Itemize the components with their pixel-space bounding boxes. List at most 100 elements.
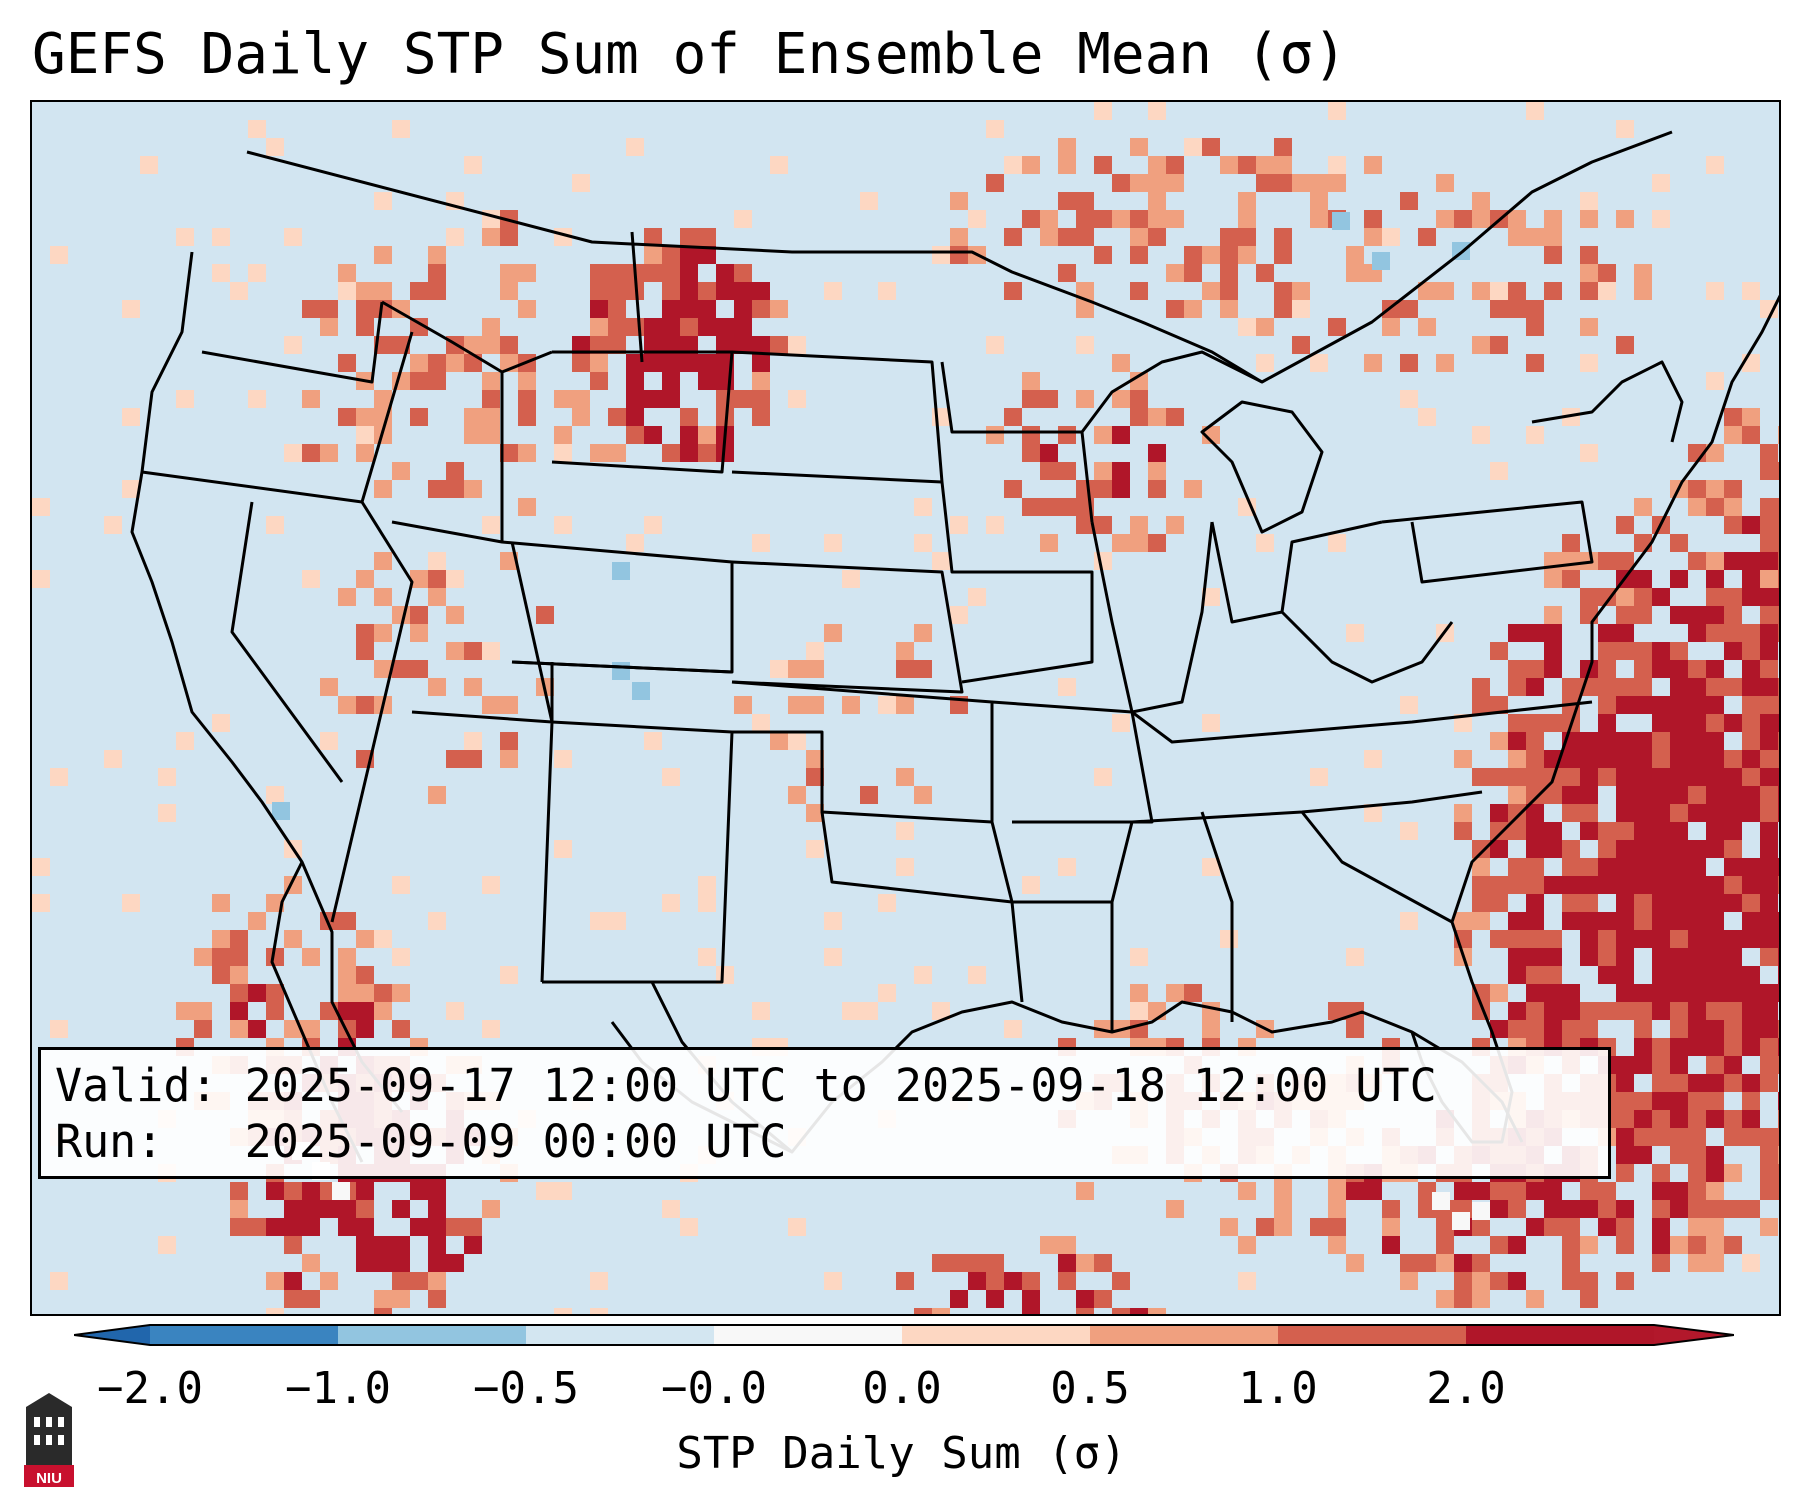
stp-cell xyxy=(176,732,194,750)
stp-cell xyxy=(1742,1128,1760,1146)
ny-ne xyxy=(1531,360,1684,443)
stp-cell xyxy=(1706,732,1724,750)
stp-cell xyxy=(1760,1218,1778,1236)
stp-cell xyxy=(1562,858,1580,876)
stp-cell xyxy=(914,786,932,804)
stp-cell xyxy=(1490,822,1508,840)
stp-cell xyxy=(1220,1218,1238,1236)
stp-cell xyxy=(1760,660,1778,678)
stp-cell xyxy=(122,300,140,318)
stp-cell xyxy=(482,336,500,354)
stp-cell xyxy=(1724,984,1742,1002)
stp-cell xyxy=(1760,1182,1778,1200)
stp-cell xyxy=(1670,1182,1688,1200)
stp-cell xyxy=(1202,858,1220,876)
stp-cell xyxy=(1382,228,1400,246)
stp-cell xyxy=(500,552,518,570)
stp-cell xyxy=(1616,1200,1634,1218)
stp-cell xyxy=(356,300,374,318)
stp-cell xyxy=(212,894,230,912)
stp-cell xyxy=(1562,804,1580,822)
stp-cell xyxy=(464,750,482,768)
stp-cell xyxy=(1544,624,1562,642)
stp-cell xyxy=(1652,948,1670,966)
stp-cell xyxy=(1076,336,1094,354)
stp-cell xyxy=(1598,858,1616,876)
stp-cell xyxy=(590,318,608,336)
stp-cell xyxy=(788,336,806,354)
stp-cell xyxy=(1580,930,1598,948)
stp-cell xyxy=(1472,858,1490,876)
stp-cell xyxy=(1328,318,1346,336)
stp-cell xyxy=(590,372,608,390)
stp-cell xyxy=(1778,570,1779,588)
stp-cell xyxy=(1598,552,1616,570)
stp-cell xyxy=(1544,984,1562,1002)
stp-cell xyxy=(1220,264,1238,282)
stp-cell xyxy=(1616,768,1634,786)
stp-cell xyxy=(1652,768,1670,786)
stp-cell xyxy=(1688,1002,1706,1020)
stp-cell xyxy=(1004,228,1022,246)
stp-cell xyxy=(1742,930,1760,948)
stp-cell xyxy=(1112,1308,1130,1314)
stp-cell xyxy=(662,894,680,912)
stp-cell xyxy=(1148,534,1166,552)
stp-cell xyxy=(1148,228,1166,246)
stp-cell xyxy=(1562,570,1580,588)
stp-cell xyxy=(1760,1128,1778,1146)
al-ga xyxy=(1200,811,1234,1022)
stp-cell xyxy=(1274,282,1292,300)
stp-cell xyxy=(1688,894,1706,912)
valid-info-box: Valid: 2025-09-17 12:00 UTC to 2025-09-1… xyxy=(38,1047,1611,1179)
stp-cell xyxy=(1670,1056,1688,1074)
stp-cell xyxy=(266,1308,284,1314)
stp-cell xyxy=(1580,750,1598,768)
stp-cell xyxy=(1724,876,1742,894)
stp-cell xyxy=(284,930,302,948)
stp-cell xyxy=(1526,894,1544,912)
stp-cell xyxy=(932,552,950,570)
stp-cell xyxy=(1652,1254,1670,1272)
stp-cell xyxy=(284,228,302,246)
stp-cell xyxy=(1076,192,1094,210)
stp-cell xyxy=(1652,1218,1670,1236)
stp-cell xyxy=(842,1002,860,1020)
stp-cell xyxy=(1508,678,1526,696)
stp-cell xyxy=(1058,678,1076,696)
stp-cell xyxy=(1544,660,1562,678)
stp-cell xyxy=(1652,894,1670,912)
stp-cell xyxy=(1742,858,1760,876)
stp-cell xyxy=(1094,768,1112,786)
stp-cell xyxy=(986,426,1004,444)
mi xyxy=(1200,400,1324,534)
stp-cell xyxy=(1688,1020,1706,1038)
stp-cell xyxy=(1562,840,1580,858)
tn-south xyxy=(1131,790,1483,824)
stp-cell xyxy=(1058,1272,1076,1290)
stp-cell xyxy=(410,624,428,642)
stp-cell xyxy=(860,192,878,210)
stp-cell xyxy=(1526,768,1544,786)
stp-cell xyxy=(716,336,734,354)
stp-cell xyxy=(1688,660,1706,678)
stp-cell xyxy=(1652,966,1670,984)
stp-cell xyxy=(1040,228,1058,246)
stp-cell xyxy=(1760,768,1778,786)
stp-cell xyxy=(338,1002,356,1020)
stp-cell xyxy=(1382,1218,1400,1236)
stp-cell xyxy=(1472,678,1490,696)
stp-cell xyxy=(1688,984,1706,1002)
stp-cell xyxy=(1022,390,1040,408)
stp-cell-negative xyxy=(612,662,630,680)
stp-cell xyxy=(410,372,428,390)
stp-cell xyxy=(1238,156,1256,174)
stp-cell xyxy=(1778,552,1779,570)
stp-cell xyxy=(1778,750,1779,768)
stp-cell xyxy=(662,372,680,390)
stp-cell xyxy=(1004,282,1022,300)
stp-cell xyxy=(914,660,932,678)
stp-cell xyxy=(1562,1020,1580,1038)
stp-cell xyxy=(1202,588,1220,606)
stp-cell xyxy=(932,1254,950,1272)
